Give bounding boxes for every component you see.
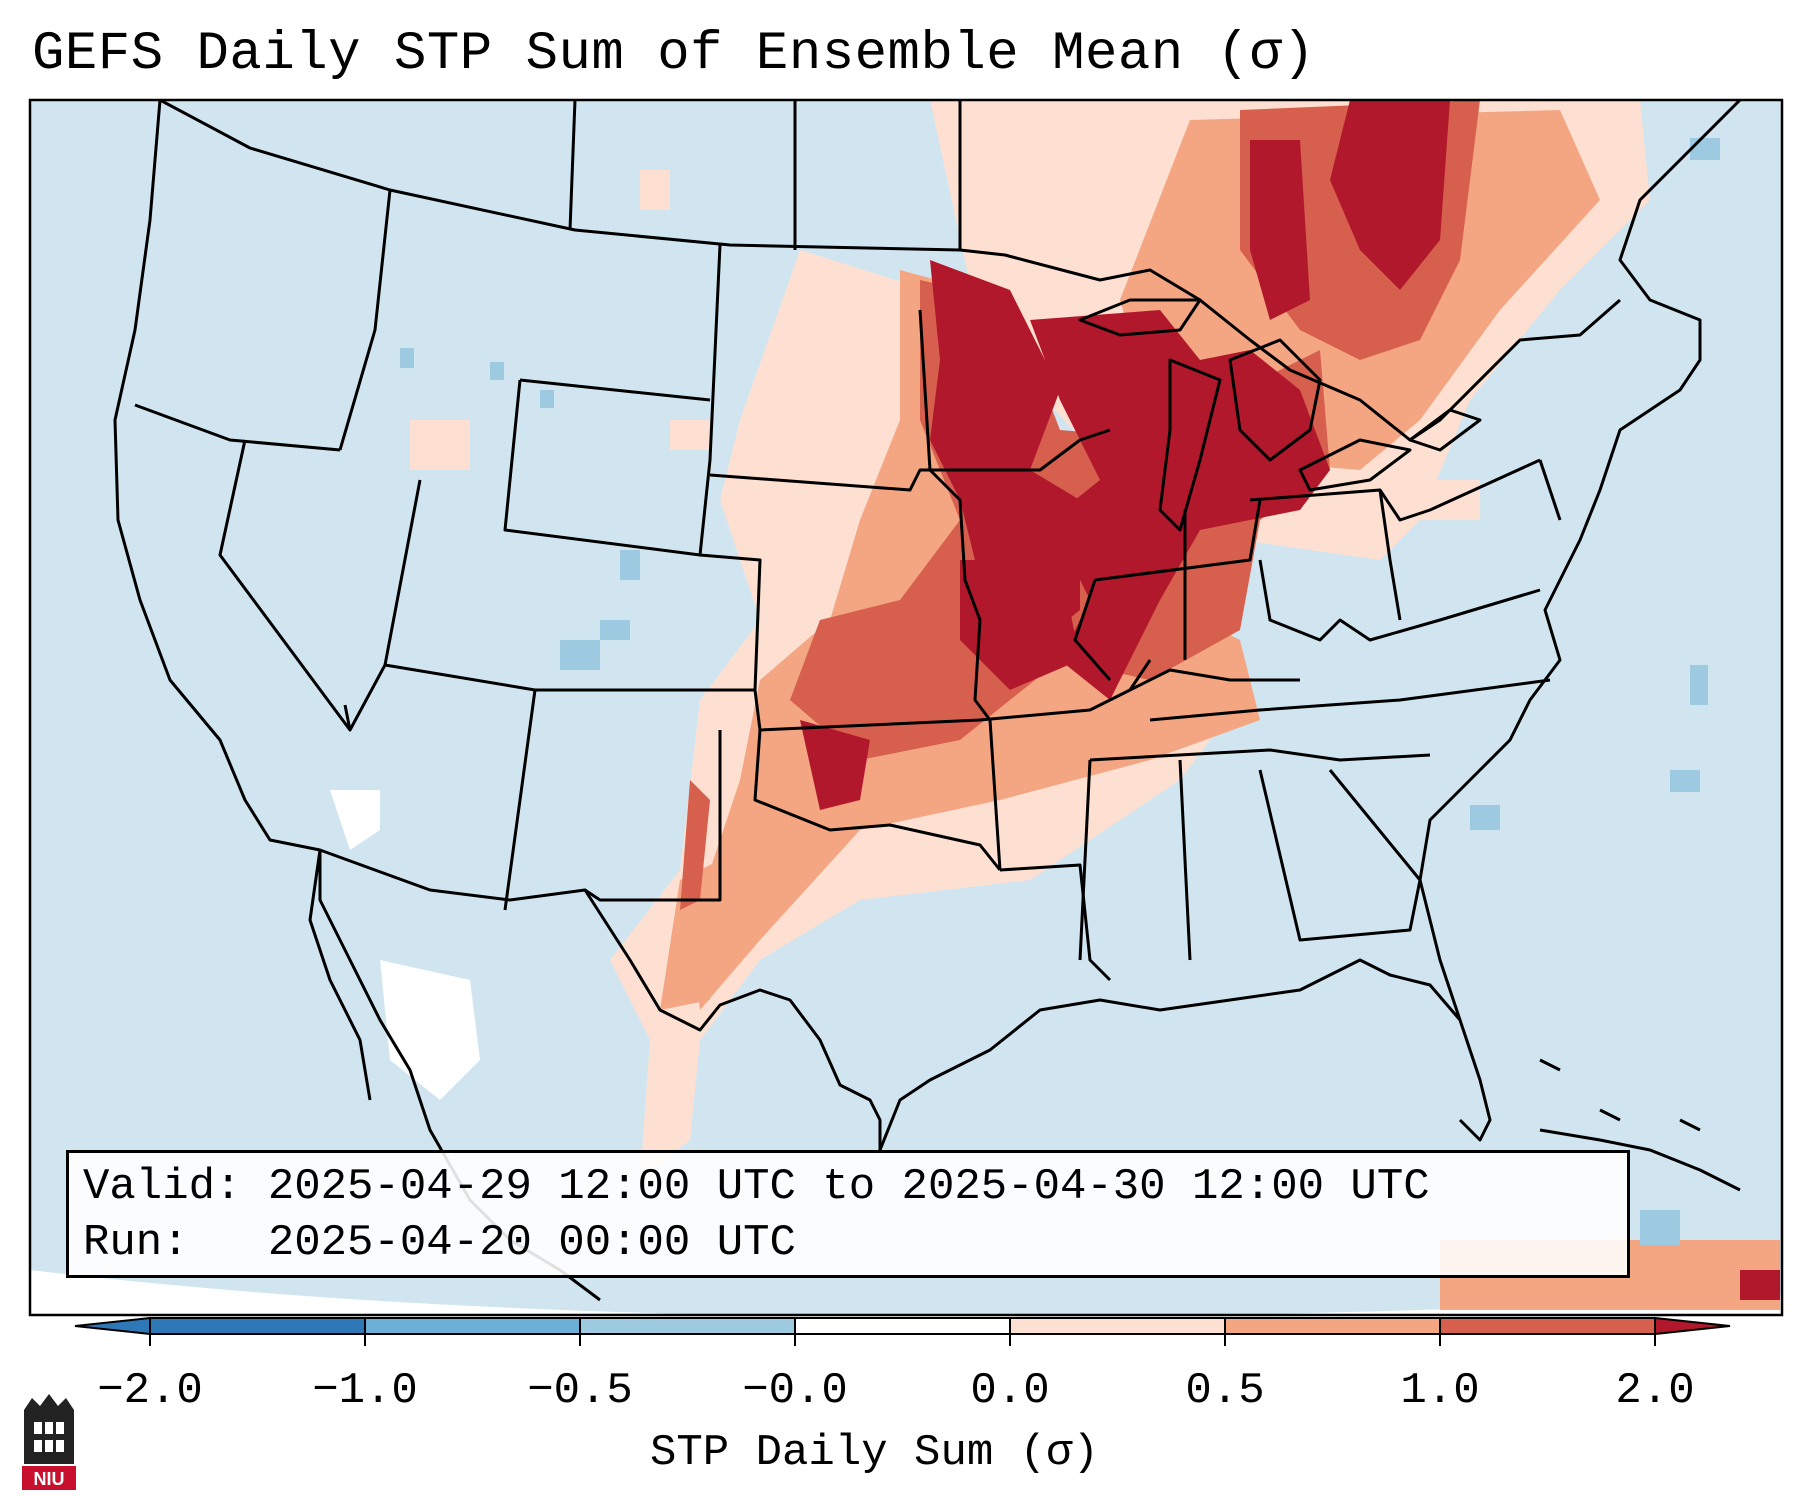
colorbar xyxy=(74,1316,1731,1346)
colorbar-bin-5 xyxy=(1009,1317,1226,1335)
logo-text: NIU xyxy=(34,1469,65,1489)
colorbar-tick-label: −0.0 xyxy=(742,1366,848,1416)
colorbar-label: STP Daily Sum (σ) xyxy=(650,1428,1099,1478)
anomaly-field-max xyxy=(800,100,1780,1300)
colorbar-bin-7 xyxy=(1439,1317,1656,1335)
run-value: 2025-04-20 00:00 UTC xyxy=(267,1218,796,1268)
off-domain-region xyxy=(30,1270,1782,1315)
map-frame xyxy=(28,98,1784,1317)
anomaly-field-neutral xyxy=(330,790,480,1100)
colorbar-bin-2 xyxy=(364,1317,581,1335)
colorbar-tick-label: 0.0 xyxy=(970,1366,1050,1416)
map-field xyxy=(30,100,1782,1315)
boundaries xyxy=(113,100,1742,1302)
colorbar-tick-label: −2.0 xyxy=(97,1366,203,1416)
colorbar-bin-1 xyxy=(149,1317,366,1335)
colorbar-bin-4 xyxy=(794,1317,1011,1335)
valid-label: Valid: xyxy=(83,1162,242,1212)
run-label: Run: xyxy=(83,1218,189,1268)
colorbar-extend-high xyxy=(1654,1316,1731,1336)
colorbar-tick-label: −0.5 xyxy=(527,1366,633,1416)
colorbar-tick-label: 2.0 xyxy=(1615,1366,1695,1416)
chart-title: GEFS Daily STP Sum of Ensemble Mean (σ) xyxy=(32,24,1316,85)
colorbar-tick-label: −1.0 xyxy=(312,1366,418,1416)
colorbar-bin-3 xyxy=(579,1317,796,1335)
colorbar-tick-label: 1.0 xyxy=(1400,1366,1480,1416)
colorbar-tick-label: 0.5 xyxy=(1185,1366,1265,1416)
valid-value: 2025-04-29 12:00 UTC to 2025-04-30 12:00… xyxy=(267,1162,1430,1212)
colorbar-extend-low xyxy=(74,1316,151,1336)
anomaly-field-negative xyxy=(400,138,1720,1245)
niu-logo: NIU xyxy=(22,1394,76,1490)
colorbar-bin-6 xyxy=(1224,1317,1441,1335)
valid-run-info-box: Valid: 2025-04-29 12:00 UTC to 2025-04-3… xyxy=(66,1150,1630,1278)
